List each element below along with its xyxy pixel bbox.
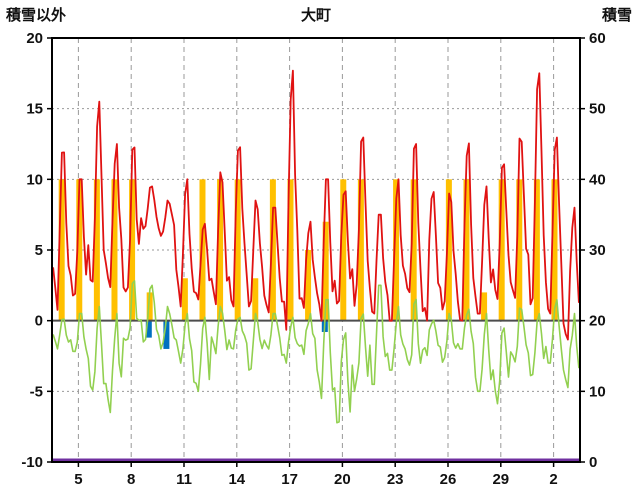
chart-title: 大町 xyxy=(300,7,331,24)
x-axis-tick-label: 26 xyxy=(440,471,457,488)
sunshine-bar xyxy=(252,278,259,321)
sunshine-bar xyxy=(111,179,118,321)
x-axis-tick-label: 11 xyxy=(176,471,192,488)
sunshine-bar xyxy=(76,179,83,321)
left-axis-tick-label: 5 xyxy=(35,242,43,259)
right-axis-tick-label: 0 xyxy=(589,454,597,471)
sunshine-bar xyxy=(146,292,153,321)
x-axis-tick-label: 17 xyxy=(281,471,298,488)
sunshine-bar xyxy=(287,179,294,321)
x-axis-tick-label: 20 xyxy=(334,471,351,488)
sunshine-bar xyxy=(357,179,364,321)
x-axis-tick-label: 29 xyxy=(492,471,509,488)
sunshine-bar xyxy=(234,179,241,321)
x-axis-tick-label: 8 xyxy=(127,471,135,488)
sunshine-bar xyxy=(269,179,276,321)
precip-bar xyxy=(163,320,170,349)
sunshine-bar xyxy=(498,179,505,321)
right-axis-title: 積雪 xyxy=(601,7,632,24)
right-axis-tick-label: 20 xyxy=(589,313,606,330)
precip-bar xyxy=(145,320,152,338)
sunshine-bar xyxy=(305,250,312,321)
x-axis-tick-label: 23 xyxy=(387,471,404,488)
plot-border xyxy=(51,37,581,463)
left-axis-tick-label: -10 xyxy=(21,454,43,471)
sunshine-bar xyxy=(410,179,417,321)
x-axis-tick-label: 5 xyxy=(74,471,82,488)
sunshine-bar xyxy=(93,179,100,321)
sunshine-bar xyxy=(217,179,224,321)
sunshine-bar xyxy=(481,292,488,321)
sunshine-bar xyxy=(533,179,540,321)
sunshine-bar xyxy=(463,179,470,321)
right-axis-tick-label: 30 xyxy=(589,242,606,259)
sunshine-bar xyxy=(393,179,400,321)
right-axis-tick-label: 50 xyxy=(589,101,606,118)
left-axis-tick-label: 0 xyxy=(35,313,43,330)
x-axis-tick-label: 2 xyxy=(549,471,557,488)
sunshine-bar xyxy=(322,221,329,321)
sunshine-bar xyxy=(181,278,188,321)
right-axis-tick-label: 10 xyxy=(589,383,606,400)
sunshine-bar xyxy=(129,179,136,321)
left-axis-title: 積雪以外 xyxy=(6,7,67,24)
left-axis-tick-label: -5 xyxy=(30,383,43,400)
x-axis-tick-label: 14 xyxy=(228,471,245,488)
sunshine-bar xyxy=(199,179,206,321)
sunshine-bar xyxy=(340,179,347,321)
sunshine-bar xyxy=(551,179,558,321)
left-axis-tick-label: 15 xyxy=(26,101,43,118)
left-axis-tick-label: 10 xyxy=(26,171,43,188)
sunshine-bar xyxy=(445,179,452,321)
right-axis-tick-label: 60 xyxy=(589,30,606,47)
temperature-red-line xyxy=(52,69,580,341)
right-axis-tick-label: 40 xyxy=(589,171,606,188)
sunshine-bar xyxy=(58,179,65,321)
temperature-green-line xyxy=(52,280,580,424)
sunshine-bar xyxy=(516,179,523,321)
left-axis-tick-label: 20 xyxy=(26,30,43,47)
